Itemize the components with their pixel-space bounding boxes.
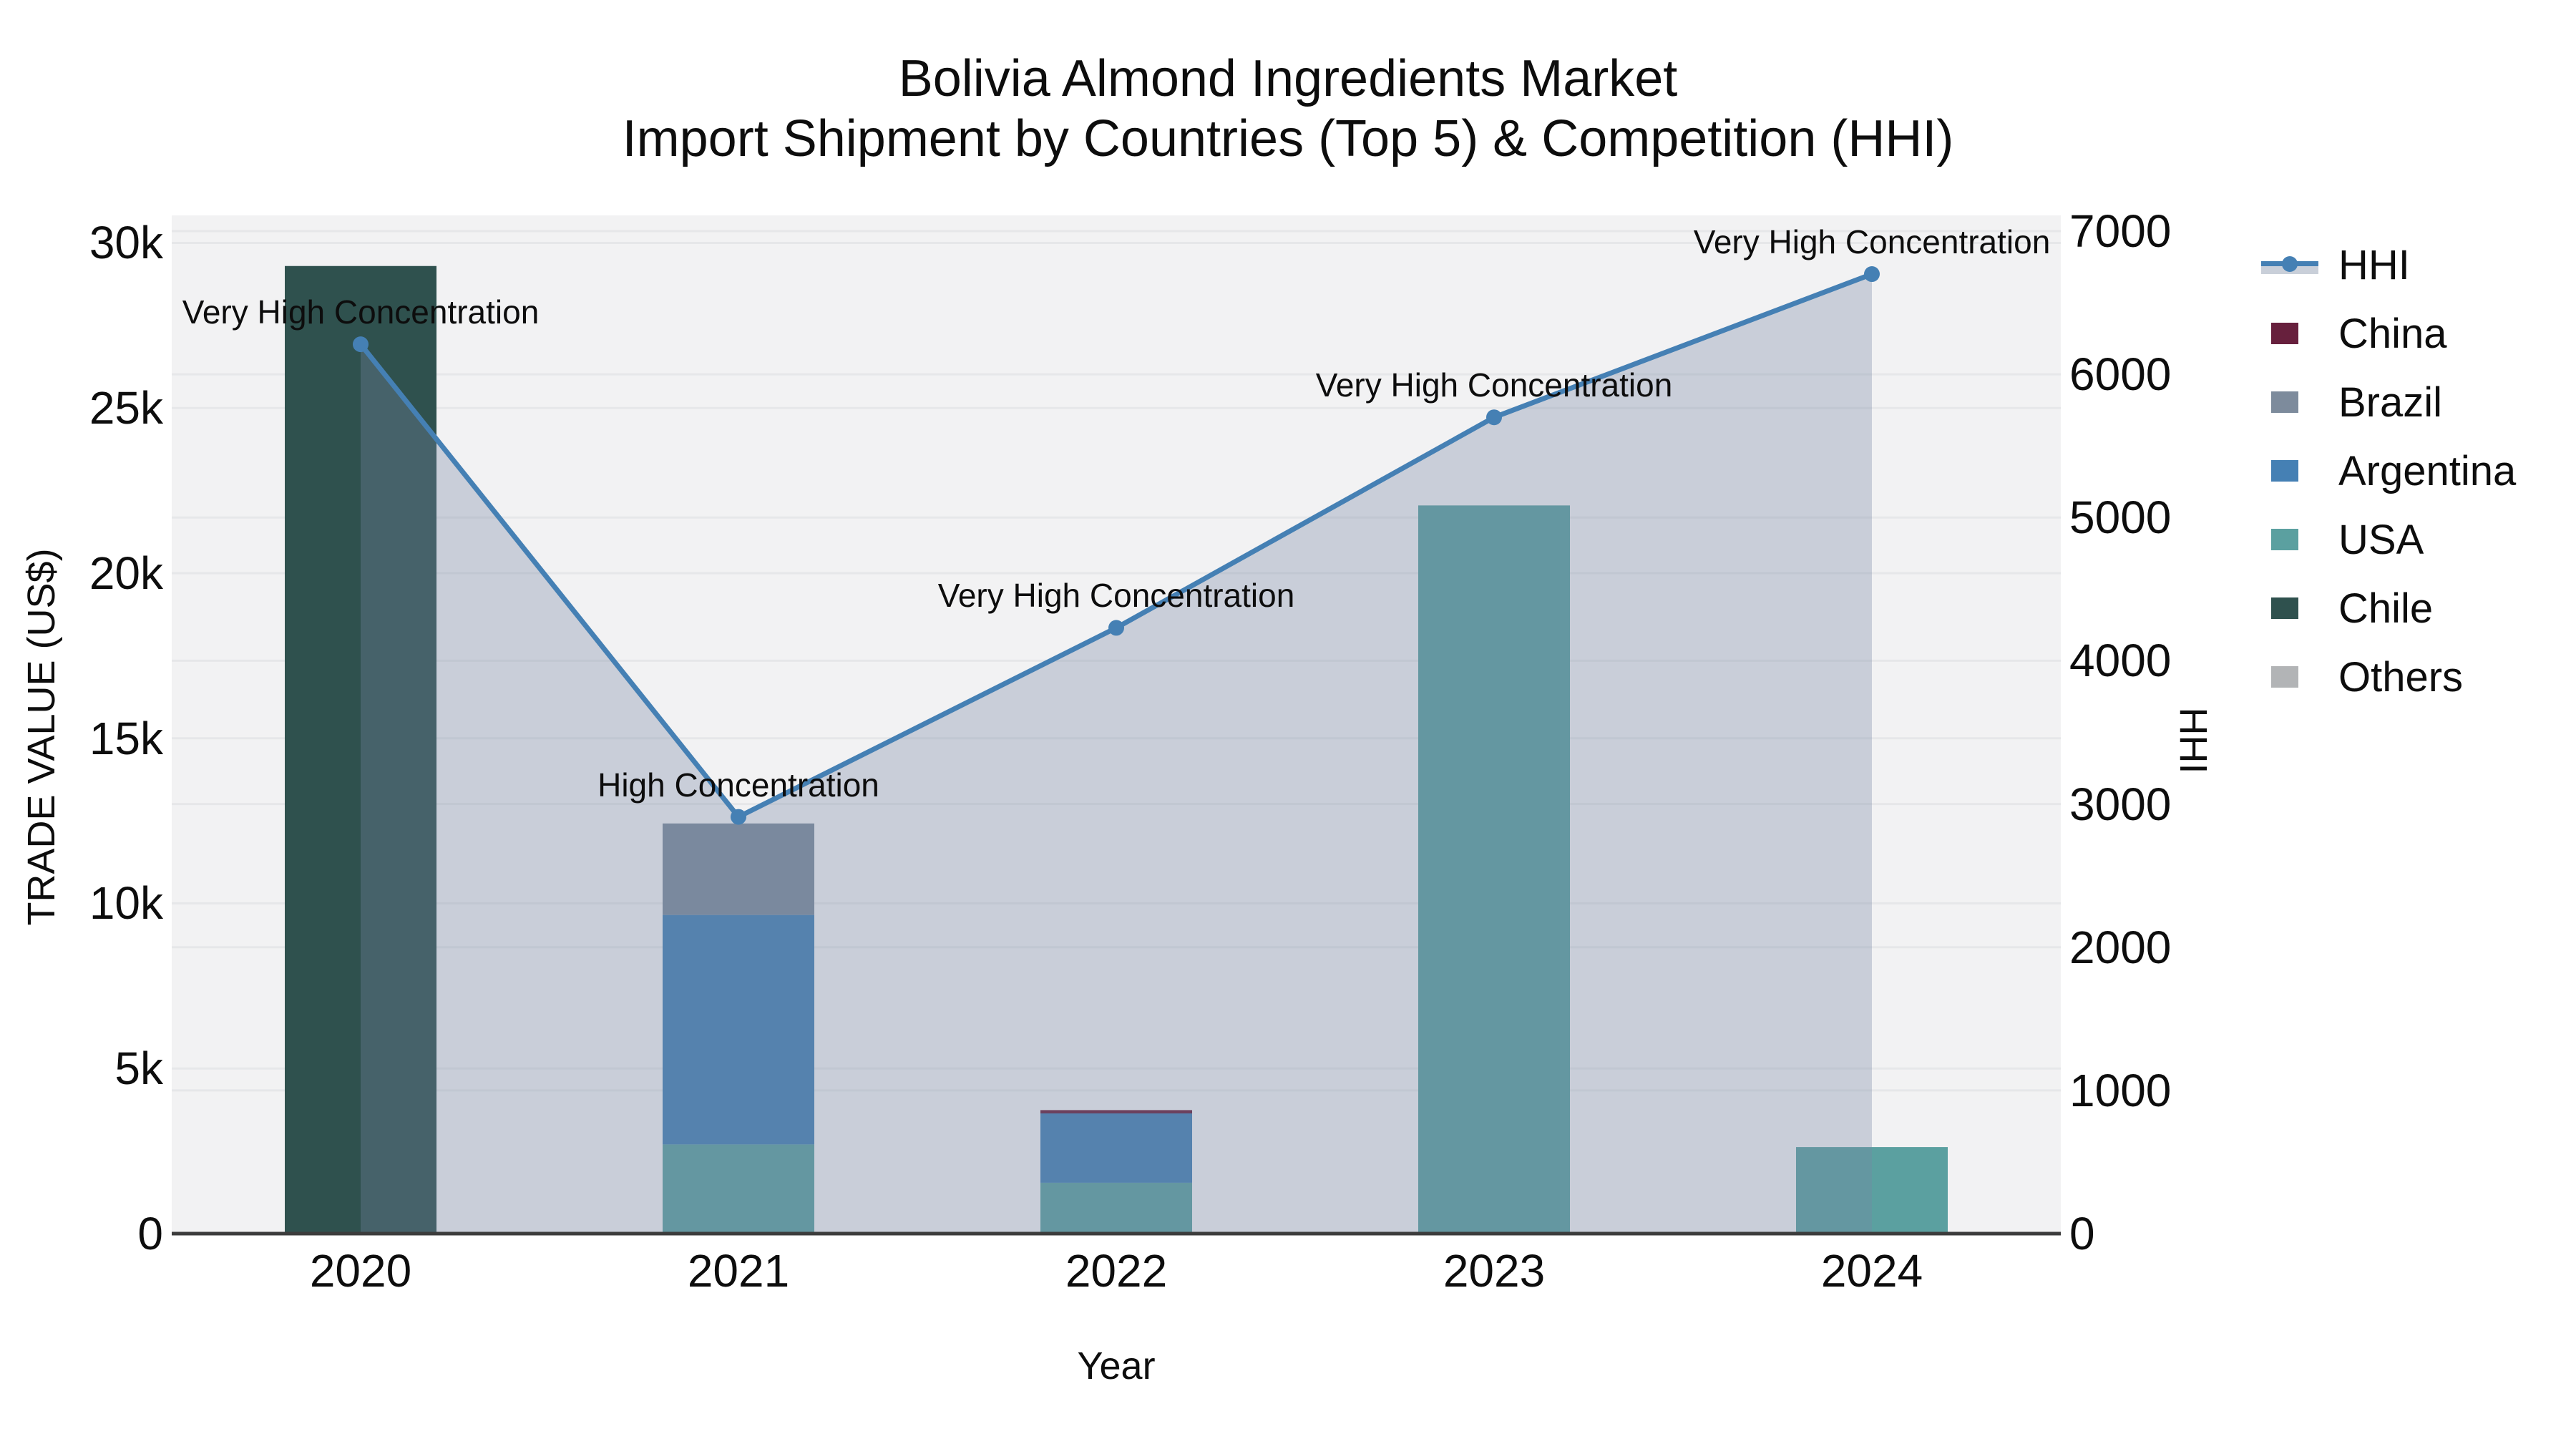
legend-label-hhi: HHI <box>2338 241 2410 288</box>
legend-label-chile: Chile <box>2338 585 2434 632</box>
legend-swatch-cell <box>2261 391 2327 413</box>
bar-segment-usa-2021[interactable] <box>663 1144 814 1234</box>
right-axis-tick-3000: 3000 <box>2069 778 2172 830</box>
annotation-2021: High Concentration <box>597 766 879 804</box>
legend-color-swatch <box>2271 597 2298 619</box>
legend-swatch-cell <box>2261 253 2327 277</box>
legend-swatch-cell <box>2261 323 2327 344</box>
legend-color-swatch <box>2271 391 2298 413</box>
right-axis-tick-0: 0 <box>2069 1208 2095 1259</box>
left-axis-tick-5k: 5k <box>114 1043 163 1095</box>
left-axis-tick-30k: 30k <box>89 217 163 269</box>
legend: HHI China Brazil Argentina USA Chile Others <box>2261 230 2516 711</box>
annotation-2022: Very High Concentration <box>937 577 1295 615</box>
bar-segment-argentina-2021[interactable] <box>663 914 814 1145</box>
legend-label-china: China <box>2338 310 2447 357</box>
right-axis-tick-1000: 1000 <box>2069 1064 2172 1116</box>
legend-label-argentina: Argentina <box>2338 447 2517 494</box>
hhi-marker-2023[interactable] <box>1486 409 1502 426</box>
left-axis-tick-0: 0 <box>137 1208 163 1259</box>
legend-label-usa: USA <box>2338 516 2424 563</box>
legend-color-swatch <box>2271 460 2298 482</box>
left-axis-tick-25k: 25k <box>89 382 163 434</box>
hhi-line-swatch-icon <box>2261 253 2318 277</box>
legend-label-others: Others <box>2338 653 2464 701</box>
hhi-marker-2020[interactable] <box>353 336 369 353</box>
bar-segment-chile-2020[interactable] <box>285 265 436 1234</box>
chart-title-line2: Import Shipment by Countries (Top 5) & C… <box>622 110 1954 167</box>
chart-title-line1: Bolivia Almond Ingredients Market <box>898 50 1678 107</box>
hhi-marker-2021[interactable] <box>731 809 746 825</box>
hhi-marker-swatch <box>2282 256 2298 272</box>
legend-label-brazil: Brazil <box>2338 379 2443 426</box>
bar-segment-usa-2022[interactable] <box>1040 1182 1192 1234</box>
legend-color-swatch <box>2271 323 2298 344</box>
x-axis-tick-2020: 2020 <box>309 1245 412 1297</box>
chart-title: Bolivia Almond Ingredients Market Import… <box>0 49 2576 169</box>
x-axis-tick-2024: 2024 <box>1820 1245 1923 1297</box>
legend-item-argentina[interactable]: Argentina <box>2261 436 2516 505</box>
right-axis-tick-4000: 4000 <box>2069 635 2172 687</box>
legend-swatch-cell <box>2261 597 2327 619</box>
bar-segment-usa-2024[interactable] <box>1796 1147 1948 1234</box>
legend-color-swatch <box>2271 666 2298 688</box>
right-axis-tick-7000: 7000 <box>2069 205 2172 257</box>
hhi-area-fill <box>361 274 1872 1234</box>
legend-swatch-cell <box>2261 666 2327 688</box>
annotation-2020: Very High Concentration <box>182 293 540 331</box>
annotation-2024: Very High Concentration <box>1693 223 2051 261</box>
x-axis-title: Year <box>1077 1345 1156 1387</box>
x-axis-tick-2021: 2021 <box>687 1245 790 1297</box>
left-axis-tick-10k: 10k <box>89 877 163 930</box>
bar-segment-brazil-2021[interactable] <box>663 823 814 915</box>
annotation-2023: Very High Concentration <box>1315 366 1673 404</box>
legend-item-hhi[interactable]: HHI <box>2261 230 2516 299</box>
right-axis-tick-6000: 6000 <box>2069 348 2172 401</box>
bar-segment-argentina-2022[interactable] <box>1040 1113 1192 1183</box>
legend-color-swatch <box>2271 529 2298 550</box>
left-axis-tick-20k: 20k <box>89 547 163 599</box>
plot-background <box>172 215 2061 1234</box>
legend-item-chile[interactable]: Chile <box>2261 574 2516 643</box>
legend-item-brazil[interactable]: Brazil <box>2261 368 2516 436</box>
right-axis-title: HHI <box>2172 707 2215 774</box>
left-axis-tick-15k: 15k <box>89 712 163 764</box>
right-axis-tick-5000: 5000 <box>2069 492 2172 544</box>
bar-segment-usa-2023[interactable] <box>1418 505 1570 1234</box>
legend-swatch-cell <box>2261 460 2327 482</box>
legend-swatch-cell <box>2261 529 2327 550</box>
legend-item-china[interactable]: China <box>2261 299 2516 368</box>
x-axis-tick-2022: 2022 <box>1065 1245 1168 1297</box>
legend-item-usa[interactable]: USA <box>2261 505 2516 574</box>
right-axis-tick-2000: 2000 <box>2069 921 2172 973</box>
bar-segment-china-2022[interactable] <box>1040 1110 1192 1114</box>
hhi-marker-2024[interactable] <box>1864 266 1880 283</box>
hhi-marker-2022[interactable] <box>1108 620 1124 636</box>
legend-item-others[interactable]: Others <box>2261 643 2516 711</box>
x-axis-tick-2023: 2023 <box>1443 1245 1546 1297</box>
